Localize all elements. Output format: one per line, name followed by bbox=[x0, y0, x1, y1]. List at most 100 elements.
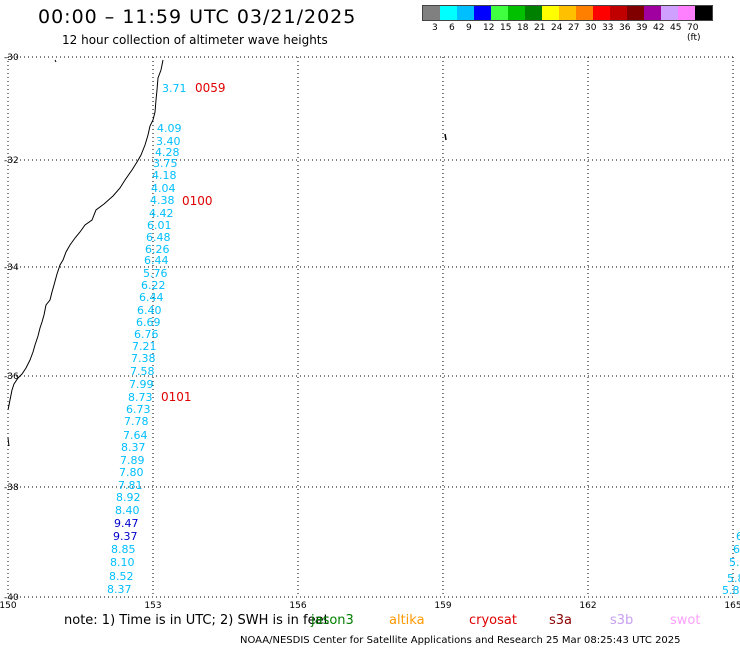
satellite-label: swot bbox=[670, 613, 701, 628]
wave-height-value: 3.40 bbox=[156, 135, 181, 148]
legend-swatch bbox=[542, 6, 559, 20]
legend-tick-label: 6 bbox=[449, 23, 455, 33]
longitude-label: 162 bbox=[579, 601, 596, 610]
wave-height-value: 6.44 bbox=[139, 291, 164, 304]
australia-coastline bbox=[7, 59, 164, 411]
coastline-fragment bbox=[7, 437, 10, 447]
wave-height-value: 4.28 bbox=[155, 146, 180, 159]
legend-tick-label: 3 bbox=[432, 23, 438, 33]
legend-tick-label: 70 (ft) bbox=[687, 23, 701, 43]
lat-lon-grid bbox=[7, 56, 734, 598]
edge-wave-value: 5.8 bbox=[727, 572, 740, 585]
satellite-label: cryosat bbox=[469, 613, 517, 628]
wave-height-value: 5.76 bbox=[143, 267, 168, 280]
edge-wave-value: 5.8 bbox=[722, 584, 740, 597]
satellite-label: jason3 bbox=[311, 613, 354, 628]
wave-height-value: 9.47 bbox=[114, 517, 139, 530]
legend-swatch bbox=[457, 6, 474, 20]
wave-height-value: 4.42 bbox=[149, 207, 174, 220]
wave-height-value: 8.40 bbox=[115, 504, 140, 517]
wave-height-value: 4.18 bbox=[152, 169, 177, 182]
wave-height-value: 8.85 bbox=[111, 543, 136, 556]
wave-height-value: 8.52 bbox=[109, 570, 134, 583]
edge-wave-value: 6 bbox=[736, 530, 740, 543]
legend-tick-label: 42 bbox=[653, 23, 665, 33]
legend-swatch bbox=[508, 6, 525, 20]
legend-swatch bbox=[610, 6, 627, 20]
footer-credit: NOAA/NESDIS Center for Satellite Applica… bbox=[240, 635, 681, 646]
longitude-label: 165 bbox=[724, 601, 740, 610]
edge-wave-value: 6 bbox=[733, 543, 740, 556]
legend-swatch bbox=[491, 6, 508, 20]
legend-tick-label: 24 bbox=[551, 23, 563, 33]
wave-height-value: 6.44 bbox=[144, 254, 169, 267]
wave-height-value: 7.99 bbox=[129, 378, 154, 391]
wave-height-value: 3.75 bbox=[153, 157, 178, 170]
latitude-label: -34 bbox=[4, 263, 19, 273]
satellite-label: s3b bbox=[610, 613, 634, 628]
legend-tick-label: 15 bbox=[500, 23, 512, 33]
longitude-label: 150 bbox=[0, 601, 17, 610]
wave-height-value: 4.04 bbox=[151, 182, 176, 195]
wave-height-value: 7.78 bbox=[124, 415, 149, 428]
edge-wave-value: 5. bbox=[729, 556, 740, 569]
legend-swatch bbox=[695, 6, 712, 20]
wave-height-value: 7.89 bbox=[120, 454, 145, 467]
wave-height-value: 8.37 bbox=[121, 441, 146, 454]
pass-time-label: 0100 bbox=[182, 194, 213, 208]
legend-swatch bbox=[576, 6, 593, 20]
latitude-label: -38 bbox=[4, 483, 19, 493]
wave-height-value: 6.48 bbox=[146, 231, 171, 244]
longitude-label: 159 bbox=[434, 601, 451, 610]
wave-height-value: 6.22 bbox=[141, 279, 166, 292]
legend-swatch bbox=[423, 6, 440, 20]
legend-swatch bbox=[440, 6, 457, 20]
legend-swatch bbox=[593, 6, 610, 20]
wave-height-value: 8.92 bbox=[116, 491, 141, 504]
map-subtitle: 12 hour collection of altimeter wave hei… bbox=[62, 33, 328, 47]
legend-tick-label: 36 bbox=[619, 23, 631, 33]
wave-height-value: 6.73 bbox=[126, 403, 151, 416]
wave-height-value: 4.38 bbox=[150, 194, 175, 207]
wave-height-value: 6.26 bbox=[145, 243, 170, 256]
legend-tick-label: 9 bbox=[466, 23, 472, 33]
legend-swatch bbox=[627, 6, 644, 20]
wave-height-value: 6.40 bbox=[137, 304, 162, 317]
island-mark bbox=[444, 133, 447, 141]
wave-height-value: 7.64 bbox=[123, 429, 148, 442]
pass-time-label: 0101 bbox=[161, 390, 192, 404]
coastline-tick bbox=[54, 59, 57, 63]
map-title: 00:00 – 11:59 UTC 03/21/2025 bbox=[38, 6, 357, 28]
legend-tick-label: 33 bbox=[602, 23, 614, 33]
latitude-label: -32 bbox=[4, 156, 19, 166]
wave-height-value: 9.37 bbox=[113, 530, 138, 543]
legend-tick-label: 18 bbox=[517, 23, 529, 33]
pass-time-label: 0059 bbox=[195, 81, 226, 95]
wave-height-value: 8.10 bbox=[110, 556, 135, 569]
latitude-label: -30 bbox=[4, 53, 19, 63]
legend-swatch bbox=[525, 6, 542, 20]
legend-swatch bbox=[474, 6, 491, 20]
note-text: note: 1) Time is in UTC; 2) SWH is in fe… bbox=[64, 613, 329, 628]
wave-height-value: 6.69 bbox=[136, 316, 161, 329]
longitude-label: 153 bbox=[144, 601, 161, 610]
legend-swatch bbox=[644, 6, 661, 20]
latitude-label: -40 bbox=[4, 593, 19, 603]
legend-tick-label: 45 bbox=[670, 23, 682, 33]
wave-height-value: 7.81 bbox=[118, 479, 143, 492]
legend-tick-label: 30 bbox=[585, 23, 597, 33]
color-legend: 3 6 9 12 15 18 21 24 27 30 33 36 39 42 45 70 (ft) bbox=[422, 5, 713, 43]
edge-wave-values: 665.5.85.8 bbox=[722, 530, 740, 597]
wave-height-value: 6.76 bbox=[134, 328, 159, 341]
wave-height-value: 3.71 bbox=[162, 82, 187, 95]
legend-tick-label: 21 bbox=[534, 23, 546, 33]
legend-tick-label: 27 bbox=[568, 23, 580, 33]
legend-swatch bbox=[678, 6, 695, 20]
wave-height-value: 7.38 bbox=[131, 352, 156, 365]
legend-tick-label: 39 bbox=[636, 23, 648, 33]
wave-height-value: 7.80 bbox=[119, 466, 144, 479]
legend-tick-label: 12 bbox=[483, 23, 495, 33]
wave-height-value: 6.01 bbox=[147, 219, 172, 232]
legend-swatch bbox=[559, 6, 576, 20]
